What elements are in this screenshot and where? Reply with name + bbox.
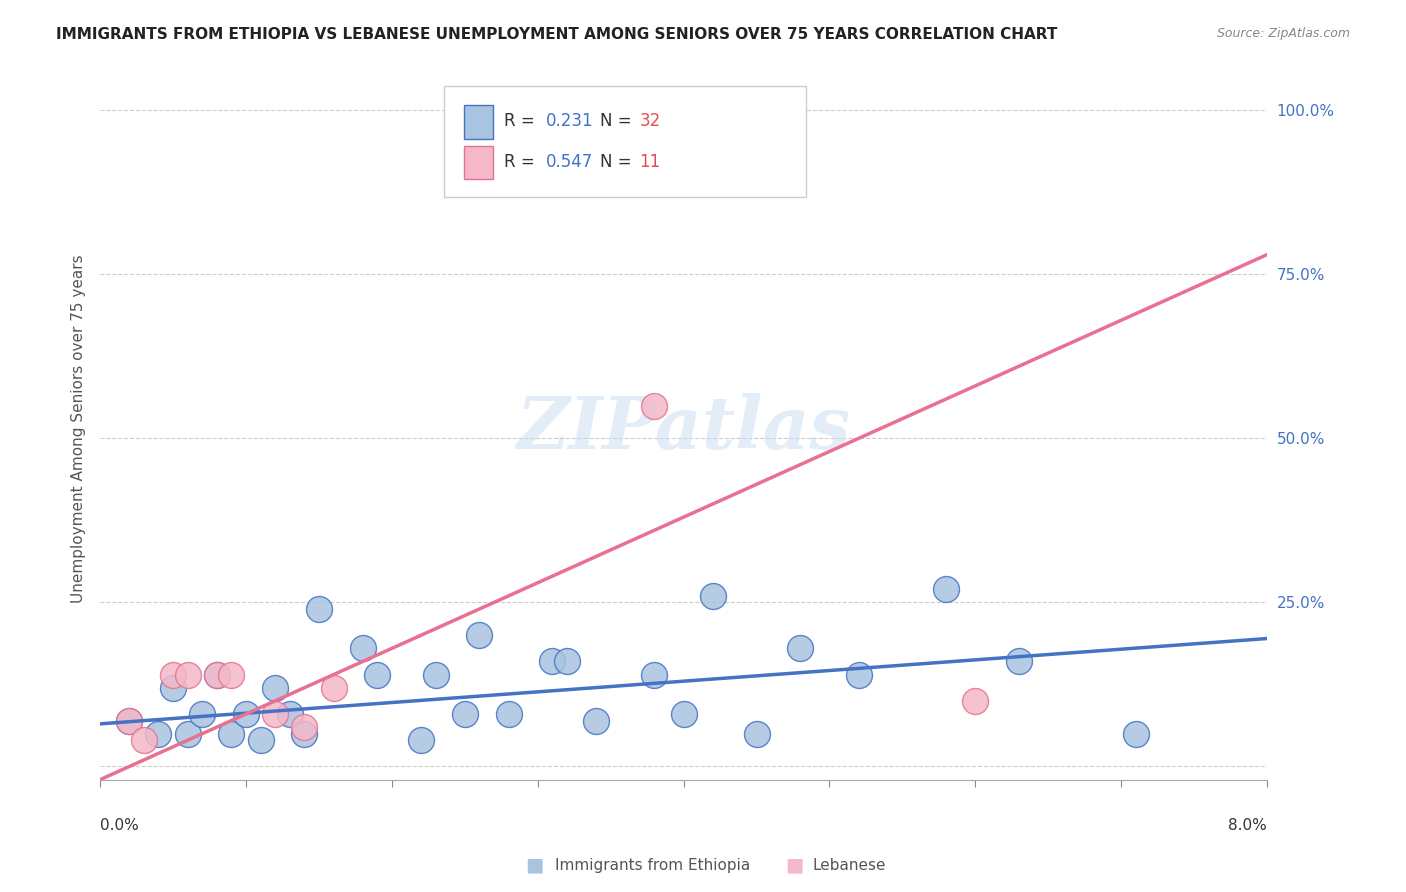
Point — [221, 667, 243, 681]
Text: R =: R = — [503, 112, 540, 130]
Point — [409, 733, 432, 747]
Point — [745, 727, 768, 741]
Text: ■: ■ — [524, 855, 544, 875]
Point — [672, 706, 695, 721]
Point — [132, 733, 155, 747]
Point — [292, 720, 315, 734]
Text: 32: 32 — [640, 112, 661, 130]
Text: ■: ■ — [785, 855, 804, 875]
Point — [935, 582, 957, 597]
Point — [162, 681, 184, 695]
Text: 0.0%: 0.0% — [100, 818, 139, 833]
Text: IMMIGRANTS FROM ETHIOPIA VS LEBANESE UNEMPLOYMENT AMONG SENIORS OVER 75 YEARS CO: IMMIGRANTS FROM ETHIOPIA VS LEBANESE UNE… — [56, 27, 1057, 42]
Text: 0.547: 0.547 — [546, 153, 593, 170]
Text: Source: ZipAtlas.com: Source: ZipAtlas.com — [1216, 27, 1350, 40]
Point — [1125, 727, 1147, 741]
Y-axis label: Unemployment Among Seniors over 75 years: Unemployment Among Seniors over 75 years — [72, 254, 86, 603]
Point — [235, 706, 257, 721]
Text: ZIPatlas: ZIPatlas — [516, 393, 851, 464]
FancyBboxPatch shape — [444, 86, 806, 197]
Point — [308, 602, 330, 616]
Point — [643, 667, 665, 681]
Text: 11: 11 — [640, 153, 661, 170]
Point — [191, 706, 214, 721]
Point — [176, 727, 198, 741]
Point — [555, 655, 578, 669]
Point — [322, 681, 344, 695]
Text: 8.0%: 8.0% — [1229, 818, 1267, 833]
Point — [118, 714, 141, 728]
Point — [702, 589, 724, 603]
Point — [425, 667, 447, 681]
Point — [585, 714, 607, 728]
Point — [366, 667, 388, 681]
Point — [205, 667, 228, 681]
Point — [965, 694, 987, 708]
Text: Lebanese: Lebanese — [813, 858, 886, 872]
Point — [789, 641, 811, 656]
Point — [1008, 655, 1031, 669]
Point — [541, 655, 564, 669]
Text: 0.231: 0.231 — [546, 112, 593, 130]
Text: R =: R = — [503, 153, 540, 170]
Text: N =: N = — [599, 153, 637, 170]
Point — [176, 667, 198, 681]
Point — [292, 727, 315, 741]
Point — [352, 641, 374, 656]
Point — [162, 667, 184, 681]
Point — [498, 706, 520, 721]
Point — [848, 667, 870, 681]
Text: N =: N = — [599, 112, 637, 130]
Point — [221, 727, 243, 741]
FancyBboxPatch shape — [464, 145, 494, 179]
Point — [205, 667, 228, 681]
FancyBboxPatch shape — [464, 105, 494, 138]
Point — [148, 727, 170, 741]
Point — [278, 706, 301, 721]
Point — [454, 706, 477, 721]
Point — [643, 399, 665, 413]
Point — [118, 714, 141, 728]
Point — [249, 733, 271, 747]
Point — [468, 628, 491, 642]
Point — [264, 681, 287, 695]
Point — [264, 706, 287, 721]
Text: Immigrants from Ethiopia: Immigrants from Ethiopia — [555, 858, 751, 872]
